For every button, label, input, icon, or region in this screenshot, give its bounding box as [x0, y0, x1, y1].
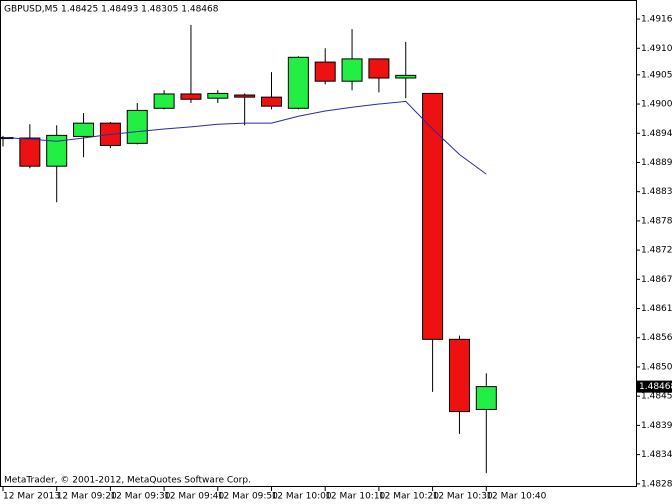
last-price-box: [637, 380, 672, 393]
x-tick-label: 12 Mar 09:20: [57, 492, 117, 502]
candle-body: [261, 96, 282, 107]
candle-body: [395, 74, 417, 79]
y-tick-label: 1.48285: [641, 479, 672, 489]
candle-body: [126, 109, 148, 144]
y-tick-label: 1.48670: [641, 275, 672, 285]
candle-body: [448, 338, 470, 413]
candle-body: [475, 386, 497, 410]
x-tick-label: 12 Mar 10:30: [433, 492, 493, 502]
x-tick-label: 12 Mar 10:20: [379, 492, 439, 502]
y-tick-label: 1.48340: [641, 450, 672, 460]
candle-body: [368, 58, 390, 79]
candle-body: [314, 61, 336, 82]
x-tick-label: 12 Mar 2013: [3, 492, 60, 502]
x-tick-label: 12 Mar 09:40: [164, 492, 224, 502]
moving-average: [2, 100, 487, 175]
y-tick-label: 1.48560: [641, 333, 672, 343]
x-tick-label: 12 Mar 10:00: [272, 492, 332, 502]
candle-body: [46, 134, 68, 167]
footer: MetaTrader, © 2001-2012, MetaQuotes Soft…: [4, 476, 251, 486]
candle-body: [207, 92, 229, 99]
y-tick-label: 1.48725: [641, 246, 672, 256]
y-tick-label: 1.48450: [641, 392, 672, 402]
y-tick-label: 1.48835: [641, 187, 672, 197]
candle-body: [73, 122, 95, 137]
candle-body: [422, 92, 444, 340]
candle-body: [19, 137, 41, 167]
candle-body: [180, 93, 202, 100]
candle-body: [234, 94, 256, 98]
y-tick-label: 1.48890: [641, 158, 672, 168]
y-tick-label: 1.48505: [641, 362, 672, 372]
x-tick-label: 12 Mar 10:40: [486, 492, 546, 502]
y-tick-label: 1.49055: [641, 70, 672, 80]
last-price-label: 1.48468: [639, 382, 672, 392]
candle-body: [287, 56, 309, 109]
y-tick-label: 1.48945: [641, 129, 672, 139]
y-tick-label: 1.49000: [641, 100, 672, 110]
candle-body: [341, 58, 363, 82]
chart-title: GBPUSD,M5 1.48425 1.48493 1.48305 1.4846…: [4, 5, 219, 15]
y-tick-label: 1.48395: [641, 421, 672, 431]
plot-frame: [0, 0, 637, 487]
y-tick-label: 1.48615: [641, 304, 672, 314]
x-tick-label: 12 Mar 09:50: [218, 492, 278, 502]
x-tick-label: 12 Mar 10:10: [325, 492, 385, 502]
candle-body: [153, 93, 175, 109]
x-tick-label: 12 Mar 09:30: [110, 492, 170, 502]
y-tick-label: 1.49105: [641, 44, 672, 54]
y-tick-label: 1.48780: [641, 216, 672, 226]
y-tick-label: 1.49160: [641, 15, 672, 25]
